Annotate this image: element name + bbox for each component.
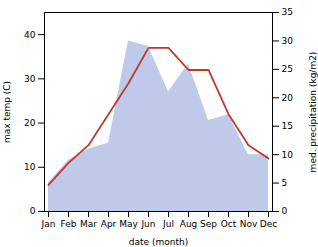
svg-text:20: 20 [24, 118, 36, 128]
svg-text:Jan: Jan [41, 219, 56, 229]
svg-text:Oct: Oct [221, 219, 237, 229]
svg-text:Aug: Aug [180, 219, 198, 229]
svg-text:25: 25 [282, 64, 293, 74]
svg-text:10: 10 [282, 150, 294, 160]
svg-text:Dec: Dec [260, 219, 277, 229]
svg-text:0: 0 [282, 206, 288, 216]
svg-text:Jul: Jul [162, 219, 174, 229]
svg-text:med. precipitation (kg/m2): med. precipitation (kg/m2) [308, 52, 318, 173]
svg-text:30: 30 [24, 74, 36, 84]
svg-text:20: 20 [282, 93, 294, 103]
svg-text:date (month): date (month) [129, 237, 188, 247]
svg-text:5: 5 [282, 178, 288, 188]
svg-text:Nov: Nov [240, 219, 258, 229]
svg-text:Jun: Jun [140, 219, 155, 229]
svg-text:max temp (C): max temp (C) [2, 81, 12, 143]
svg-text:Sep: Sep [200, 219, 217, 229]
svg-text:0: 0 [30, 206, 36, 216]
svg-text:10: 10 [24, 162, 36, 172]
svg-text:30: 30 [282, 36, 294, 46]
svg-text:Feb: Feb [61, 219, 77, 229]
svg-text:15: 15 [282, 121, 293, 131]
svg-text:Apr: Apr [101, 219, 117, 229]
svg-text:May: May [119, 219, 138, 229]
svg-text:35: 35 [282, 7, 293, 17]
svg-text:Mar: Mar [80, 219, 97, 229]
svg-text:40: 40 [24, 29, 36, 39]
